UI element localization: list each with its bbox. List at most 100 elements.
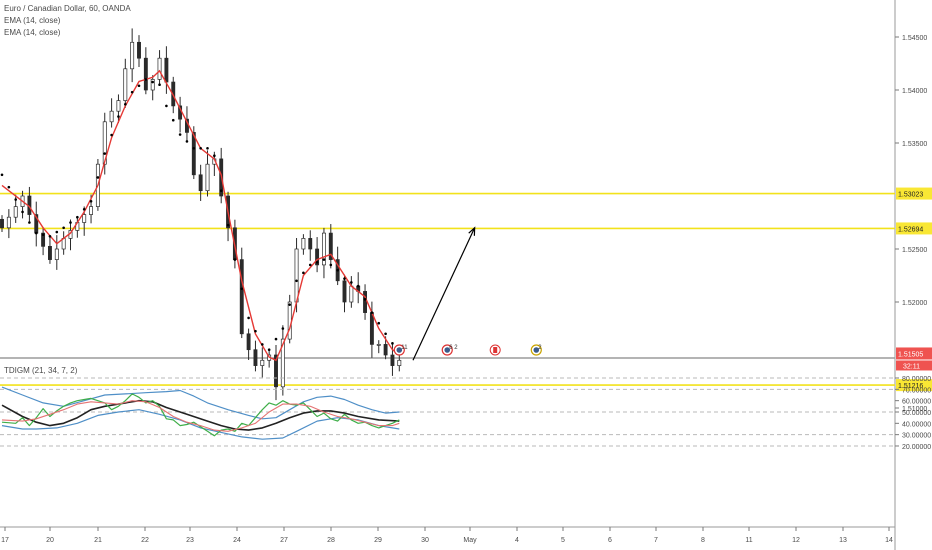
ema-legend-1: EMA (14, close) (4, 16, 61, 25)
candle-body (274, 354, 278, 388)
ema-dot (192, 147, 196, 150)
ema-dot (391, 342, 394, 345)
candle-body (41, 232, 46, 247)
ema-dot (130, 90, 134, 94)
candle-body (123, 68, 128, 101)
candle-body (102, 121, 107, 165)
ema-dot (356, 284, 360, 288)
ema-legend-2: EMA (14, close) (4, 28, 61, 37)
indicator-axis-label: 70.00000 (902, 387, 931, 394)
event-icon-core (396, 347, 403, 353)
event-icon-core (444, 347, 451, 353)
time-axis-label: 8 (701, 537, 705, 544)
ema-dot (247, 316, 250, 320)
time-axis-label: 17 (1, 537, 9, 544)
indicator-axis-label: 20.00000 (902, 444, 931, 451)
event-count: 6 2 (449, 345, 458, 351)
candle-body (287, 301, 292, 340)
ema-dot (370, 311, 374, 314)
candle-body (260, 359, 265, 366)
ema-dot (281, 327, 285, 330)
ema-dot (288, 303, 292, 306)
candle-body (301, 238, 306, 250)
ema-dot (137, 84, 141, 88)
candle-body (13, 206, 18, 218)
candle-body (6, 216, 11, 229)
time-axis-label: 5 (561, 537, 565, 544)
time-axis-label: 20 (46, 537, 54, 544)
level-badge-label: 1.51216 (898, 383, 923, 390)
level-badge-label: 1.53023 (898, 192, 923, 199)
ema-dot (206, 147, 209, 150)
candle-body (157, 57, 162, 80)
ema-dot (14, 198, 17, 201)
indicator-axis-label: 80.00000 (902, 376, 931, 383)
candle-body (239, 259, 244, 335)
candle-body (47, 246, 52, 260)
event-count: 11 (401, 345, 408, 351)
indicator-axis-label: 50.00000 (902, 410, 931, 417)
time-axis-label: 22 (141, 537, 149, 544)
ema-dot (302, 271, 305, 275)
ema-dot (151, 80, 154, 84)
ema-dot (213, 154, 216, 158)
candle-body (191, 132, 196, 176)
ema-dot (219, 189, 223, 192)
time-axis-label: 4 (515, 537, 519, 544)
ema-dot (89, 200, 93, 203)
candle-body (198, 174, 203, 192)
ema-dot (226, 223, 230, 227)
ema-dot (7, 185, 11, 189)
time-axis-label: 14 (885, 537, 893, 544)
event-count: 2 (538, 345, 542, 351)
ema-dot (76, 215, 79, 219)
ema-dot (34, 231, 38, 235)
ema-dot (21, 210, 24, 214)
candle-body (308, 238, 313, 250)
price-axis-label: 1.53500 (902, 141, 927, 148)
ema-dot (171, 118, 175, 122)
candle-body (328, 232, 333, 260)
ema-dot (82, 207, 86, 211)
candle-body (0, 218, 4, 229)
candle-body (137, 41, 141, 59)
candle-body (383, 344, 388, 356)
indicator-legend: TDIGM (21, 34, 7, 2) (4, 366, 78, 375)
ema-dot (103, 152, 107, 155)
level-badge (896, 222, 932, 235)
ema-dot (384, 332, 387, 336)
candle-body (130, 41, 135, 70)
current-price-label: 1.51505 (898, 351, 923, 358)
tdi-middle-line (1, 399, 400, 431)
candle-body (349, 285, 354, 303)
ema-dot (343, 277, 346, 280)
candle-body (390, 354, 395, 366)
tdi-price-line (1, 393, 400, 437)
time-axis-label: 23 (186, 537, 194, 544)
ema-dot (240, 287, 244, 291)
ema-dot (199, 147, 202, 150)
candle-body (143, 57, 148, 91)
event-icon-core (533, 347, 540, 353)
price-axis-label: 1.54000 (902, 88, 927, 95)
time-axis-label: 30 (421, 537, 429, 544)
ema-red-line (1, 69, 400, 362)
time-axis-label: 6 (608, 537, 612, 544)
ema-dot (124, 103, 127, 106)
symbol-title: Euro / Canadian Dollar, 60, OANDA (4, 4, 131, 13)
ema-dot (308, 263, 312, 267)
countdown-badge (896, 360, 932, 371)
tdi-upper-band (1, 386, 400, 420)
level-badge (896, 187, 932, 200)
ema-dot (158, 83, 161, 86)
candle-body (376, 344, 381, 346)
candle-body (315, 248, 320, 266)
ema-dot (363, 298, 367, 301)
candle-body (150, 79, 155, 91)
ema-dot (117, 115, 120, 118)
candle-body (253, 349, 258, 366)
time-axis-label: 29 (374, 537, 382, 544)
ema-dot (254, 329, 257, 333)
projection-arrowhead (468, 226, 476, 236)
